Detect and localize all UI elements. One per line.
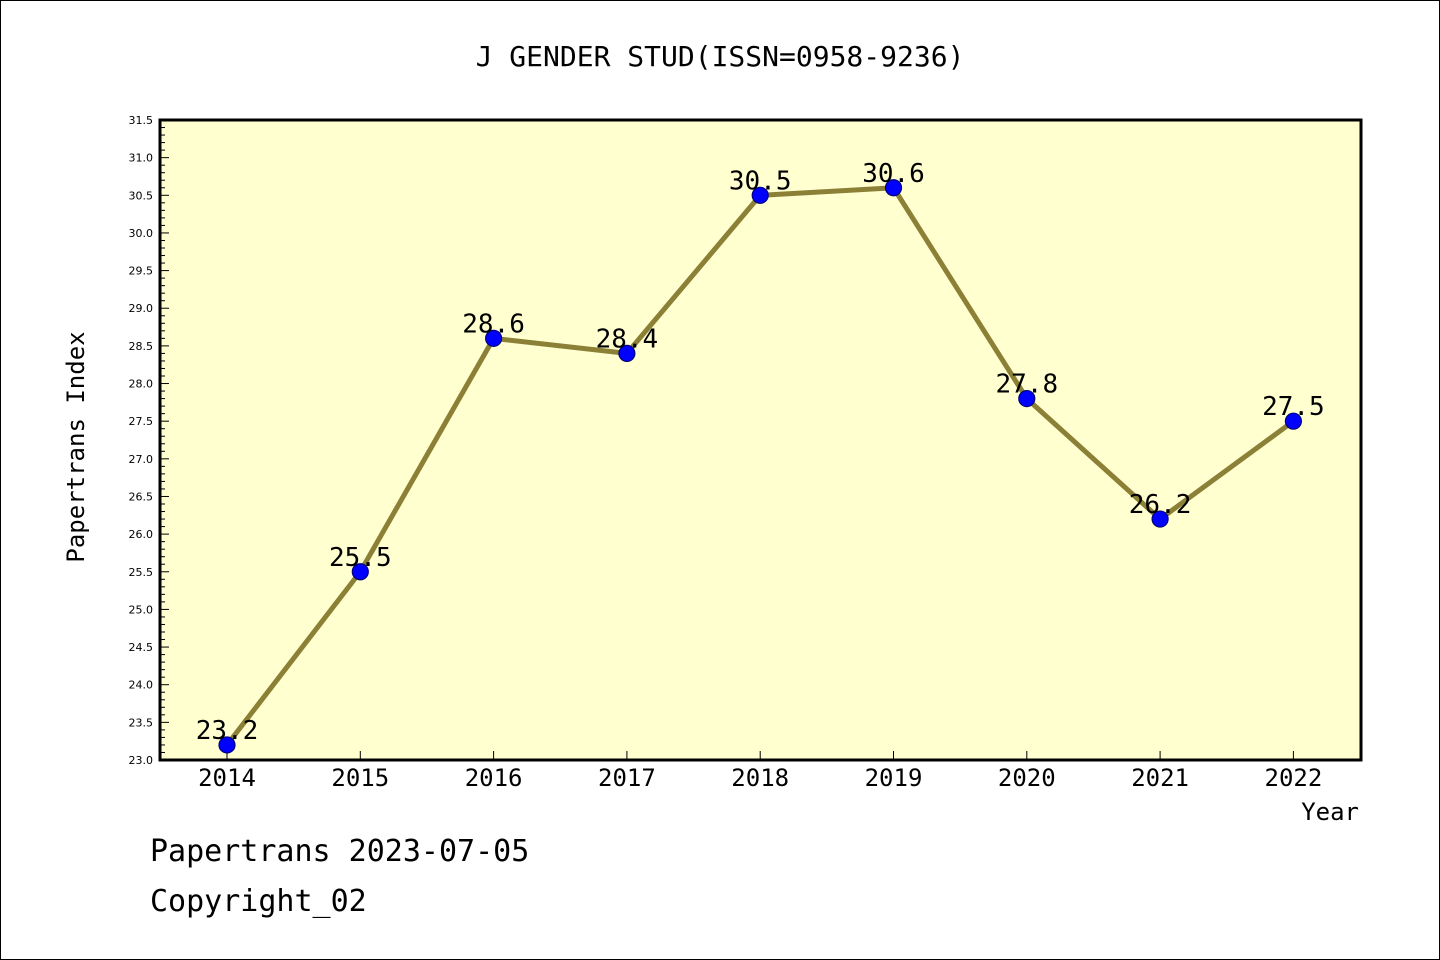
data-point [618, 344, 636, 363]
footer-copyright: Copyright_02 [150, 884, 367, 919]
data-point [751, 186, 769, 204]
y-tick-label: 23.0 [129, 754, 154, 767]
y-tick-label: 28.5 [129, 340, 154, 353]
data-label: 30.5 [729, 166, 792, 196]
y-tick-label: 27.5 [129, 415, 154, 428]
data-point [218, 736, 236, 754]
x-tick-label: 2017 [598, 764, 656, 792]
x-tick-label: 2020 [998, 764, 1056, 792]
series-line-group [218, 179, 1303, 754]
plot-area [160, 120, 1361, 760]
y-tick-label: 31.0 [129, 152, 154, 165]
data-point [1018, 389, 1036, 408]
y-tick-label: 30.0 [129, 227, 154, 240]
y-tick-label: 26.0 [129, 528, 154, 541]
data-label: 27.5 [1262, 392, 1325, 422]
y-axis: 23.0 23.5 24.0 24.5 25.0 25.5 26.0 26.5 27.0 27.5… [129, 114, 169, 767]
data-label: 23.2 [196, 716, 259, 746]
data-point [884, 179, 903, 197]
x-tick-label: 2022 [1265, 764, 1323, 792]
x-tick-label: 2014 [198, 764, 256, 792]
footer-date: Papertrans 2023-07-05 [150, 834, 530, 869]
y-tick-label: 30.5 [129, 189, 154, 202]
y-tick-label: 25.0 [129, 603, 154, 616]
x-tick-label: 2021 [1131, 764, 1189, 792]
data-label: 30.6 [862, 159, 925, 189]
y-tick-label: 26.5 [129, 490, 154, 503]
y-axis-label: Papertrans Index [62, 331, 90, 562]
y-tick-label: 29.5 [129, 265, 154, 278]
data-label: 28.4 [596, 324, 659, 354]
y-tick-label: 27.0 [129, 453, 154, 466]
data-label: 28.6 [462, 309, 525, 339]
x-tick-label: 2018 [731, 764, 789, 792]
data-label: 26.2 [1129, 490, 1192, 520]
x-axis-label: Year [1301, 798, 1359, 826]
y-tick-label: 24.0 [129, 679, 154, 692]
x-tick-label: 2015 [331, 764, 389, 792]
x-tick-label: 2016 [465, 764, 523, 792]
y-tick-label: 23.5 [129, 716, 154, 729]
y-tick-label: 31.5 [129, 114, 154, 127]
chart-title: J GENDER STUD(ISSN=0958-9236) [476, 40, 965, 73]
data-point [351, 563, 369, 581]
y-tick-label: 28.0 [129, 378, 154, 391]
x-tick-label: 2019 [865, 764, 923, 792]
x-axis: 2014 2015 2016 2017 2018 2019 2020 2021 2022 [198, 751, 1322, 792]
data-labels: 23.2 25.5 28.6 28.4 30.5 30.6 27.8 26.2 27.5 [196, 159, 1325, 746]
plot-frame [158, 118, 1363, 762]
data-point [1284, 412, 1303, 430]
y-tick-label: 24.5 [129, 641, 154, 654]
y-tick-label: 29.0 [129, 302, 154, 315]
data-label: 25.5 [329, 543, 392, 573]
data-point [1151, 510, 1169, 528]
y-tick-label: 25.5 [129, 566, 154, 579]
data-label: 27.8 [995, 370, 1058, 400]
data-point [485, 329, 503, 347]
